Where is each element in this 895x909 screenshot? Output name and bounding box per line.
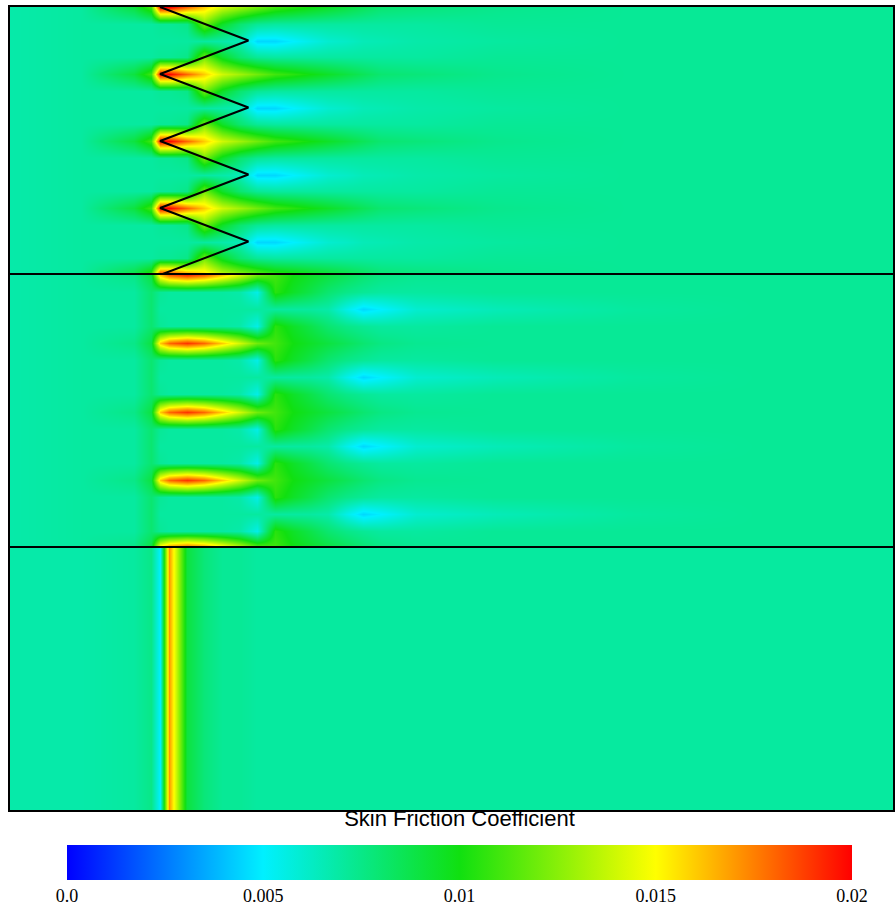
svg-text:0.01: 0.01 (444, 886, 476, 906)
svg-text:Skin Friction Coefficient: Skin Friction Coefficient (344, 806, 575, 831)
svg-text:0.02: 0.02 (836, 886, 868, 906)
svg-text:0.0: 0.0 (56, 886, 79, 906)
svg-text:0.015: 0.015 (636, 886, 677, 906)
svg-text:0.005: 0.005 (243, 886, 284, 906)
